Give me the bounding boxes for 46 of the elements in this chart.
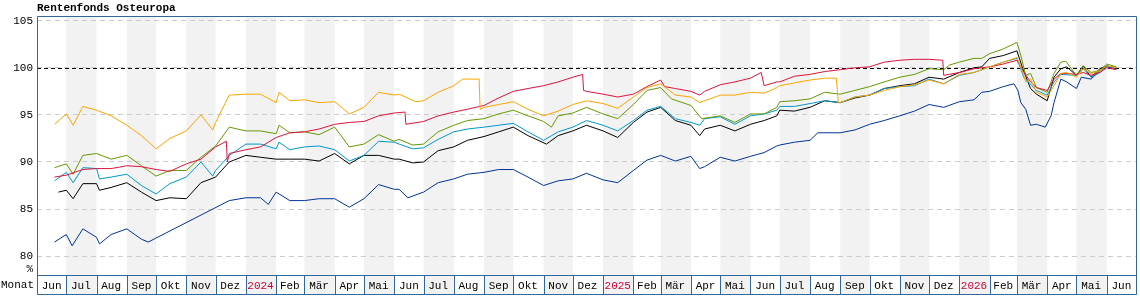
x-tick-label: Apr [695,279,716,292]
x-tick-label: Apr [339,279,360,292]
x-tick-label: Nov [548,279,569,292]
x-tick-label: Dez [933,279,954,292]
x-tick-label: Okt [874,279,895,292]
x-tick-label: Sep [488,279,509,292]
x-tick-label: Jul [428,279,449,292]
x-tick-label: Jul [784,279,805,292]
x-tick-label: Jun [1111,279,1132,292]
x-tick-label: Mär [665,279,686,292]
x-tick-label: Nov [904,279,925,292]
x-tick-label: Jun [41,279,62,292]
x-tick-label: Mai [724,279,746,292]
x-tick-label: Sep [845,279,865,292]
x-tick-label: 2024 [247,279,275,292]
y-tick-label: 95 [19,108,33,121]
x-tick-label: Nov [191,279,212,292]
y-tick-label: 90 [19,155,33,168]
x-tick-label: Mai [368,279,389,292]
x-tick-label: Dez [577,279,598,292]
chart-title: Rentenfonds Osteuropa [37,1,177,14]
x-tick-label: Dez [220,279,241,292]
x-tick-label: Feb [279,279,300,292]
y-tick-label: 80 [19,250,33,263]
x-tick-label: Aug [814,279,835,292]
x-tick-label: Feb [637,279,657,292]
x-tick-label: 2025 [604,279,631,292]
x-tick-label: Mai [1081,279,1102,292]
x-tick-label: Mär [309,279,329,292]
x-tick-label: 2026 [960,279,988,292]
x-tick-label: Aug [458,279,479,292]
y-tick-label: 85 [19,202,33,215]
x-tick-label: Feb [993,279,1014,292]
x-tick-label: Okt [518,279,538,292]
y-tick-label: 100 [13,61,33,74]
y-tick-label: 105 [13,14,33,27]
x-tick-label: Aug [101,279,122,292]
x-tick-label: Sep [131,279,152,292]
x-tick-label: Jun [755,279,776,292]
x-tick-label: Apr [1051,279,1072,292]
y-axis-title: % [26,263,34,276]
x-axis-title: Monat [1,278,35,291]
x-tick-label: Jul [71,279,91,292]
x-tick-label: Mär [1021,279,1042,292]
x-tick-label: Okt [160,279,181,292]
x-tick-label: Jun [398,279,419,292]
